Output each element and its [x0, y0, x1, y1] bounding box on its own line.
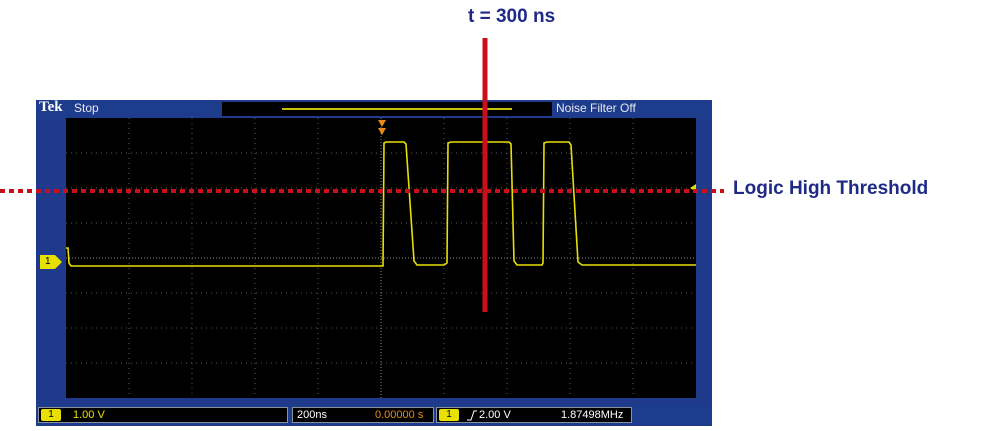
record-bar [282, 108, 512, 110]
ch1-badge: 1 [41, 409, 61, 421]
center-axes [66, 118, 696, 398]
oscilloscope-display: Tek Stop Noise Filter Off [36, 99, 712, 426]
frequency: 1.87498MHz [561, 409, 624, 421]
trigger-readout: 1 2.00 V 1.87498MHz [436, 407, 632, 423]
threshold-arrow-icon [690, 184, 696, 192]
rising-edge-icon [467, 410, 477, 421]
record-view [222, 102, 552, 116]
graticule-svg [66, 118, 696, 398]
threshold-annotation: Logic High Threshold [733, 178, 929, 199]
position: 0.00000 s [375, 409, 424, 421]
trigger-level: 2.00 V [479, 409, 511, 421]
timebase: 200ns [297, 409, 327, 421]
ch1-scale-readout: 1 1.00 V [38, 407, 288, 423]
brand-logo: Tek [39, 99, 63, 115]
trig-badge: 1 [439, 409, 459, 421]
run-state: Stop [74, 101, 99, 115]
status-bar: Tek Stop Noise Filter Off [36, 99, 712, 118]
timebase-readout: 200ns 0.00000 s [292, 407, 434, 423]
measurement-bar: 1 1.00 V 200ns 0.00000 s 1 2.00 V 1.8749… [36, 404, 712, 426]
waveform-graticule [66, 118, 696, 398]
channel-1-marker: 1 [40, 255, 62, 269]
waveform-trace [66, 141, 696, 267]
trigger-marker-icon [378, 120, 386, 135]
time-annotation: t = 300 ns [468, 6, 556, 27]
noise-filter-status: Noise Filter Off [556, 101, 636, 115]
ch1-scale: 1.00 V [73, 409, 105, 421]
